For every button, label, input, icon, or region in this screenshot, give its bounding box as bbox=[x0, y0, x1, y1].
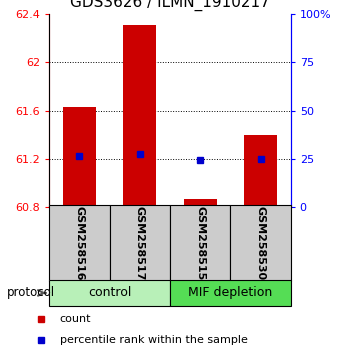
Bar bbox=[109, 205, 170, 281]
Bar bbox=[49, 205, 109, 281]
Text: MIF depletion: MIF depletion bbox=[188, 286, 272, 299]
Text: count: count bbox=[60, 314, 91, 324]
Text: control: control bbox=[88, 286, 131, 299]
Text: percentile rank within the sample: percentile rank within the sample bbox=[60, 335, 248, 345]
Text: GSM258517: GSM258517 bbox=[135, 206, 145, 281]
Bar bbox=[63, 107, 96, 207]
Bar bbox=[244, 135, 277, 207]
Text: GSM258515: GSM258515 bbox=[195, 206, 205, 280]
Bar bbox=[170, 280, 291, 306]
Bar bbox=[231, 205, 291, 281]
Text: GSM258516: GSM258516 bbox=[74, 206, 84, 281]
Bar bbox=[49, 280, 170, 306]
Text: protocol: protocol bbox=[7, 286, 55, 299]
Text: GSM258530: GSM258530 bbox=[256, 206, 266, 280]
Bar bbox=[123, 25, 156, 207]
Bar bbox=[184, 199, 217, 207]
Bar bbox=[170, 205, 231, 281]
Title: GDS3626 / ILMN_1910217: GDS3626 / ILMN_1910217 bbox=[70, 0, 270, 11]
